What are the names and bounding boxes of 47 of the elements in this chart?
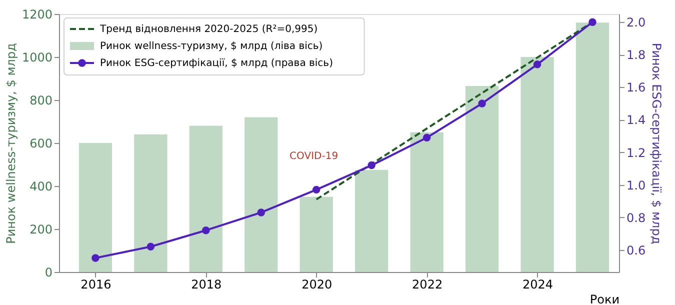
y2-axis-title: Ринок ESG-сертифікації, $ млрд — [650, 42, 664, 244]
y-tick-label: 600 — [30, 136, 52, 150]
y2-tick-label: 0.8 — [626, 210, 646, 225]
bar — [465, 86, 499, 272]
y-tick-label: 800 — [30, 94, 52, 108]
point — [146, 242, 155, 250]
point — [533, 60, 542, 68]
y2-tick-label: 2.0 — [626, 16, 646, 30]
x-tick-label: 2022 — [412, 278, 443, 292]
legend-label: Тренд відновлення 2020-2025 (R²=0,995) — [99, 24, 318, 35]
bar — [134, 134, 168, 272]
x-tick-label: 2018 — [191, 278, 222, 292]
legend-label: Ринок ESG-сертифікації, $ млрд (права вісь) — [100, 58, 334, 69]
bar — [520, 57, 554, 272]
y2-tick-label: 1.4 — [626, 113, 646, 128]
y2-tick-label: 0.6 — [626, 243, 646, 258]
bar — [244, 117, 278, 272]
y-tick-label: 0 — [44, 266, 52, 280]
annotation: COVID-19 — [290, 150, 338, 162]
y-tick-label: 400 — [30, 180, 52, 194]
bar — [300, 196, 333, 272]
bar — [576, 22, 610, 272]
bar — [410, 132, 444, 272]
y-tick-label: 1200 — [22, 8, 52, 22]
point — [368, 161, 376, 170]
y-tick-label: 1000 — [22, 50, 52, 64]
y-axis-title: Ринок wellness-туризму, $ млрд — [4, 43, 18, 244]
y2-tick-label: 1.8 — [626, 48, 646, 62]
point — [92, 254, 100, 262]
point — [312, 186, 320, 194]
y-tick-label: 200 — [30, 222, 52, 236]
bar — [78, 143, 112, 272]
bar — [189, 126, 222, 272]
y2-tick-label: 1.6 — [626, 80, 646, 95]
point — [257, 208, 266, 216]
legend-label: Ринок wellness-туризму, $ млрд (ліва вісь) — [100, 41, 323, 52]
point — [422, 134, 431, 142]
point — [588, 18, 596, 26]
x-tick-label: 2020 — [302, 278, 332, 292]
x-axis-title: Роки — [590, 292, 620, 305]
point — [202, 226, 210, 234]
bar — [355, 170, 388, 272]
x-tick-label: 2016 — [80, 278, 112, 292]
point — [478, 100, 486, 108]
y2-tick-label: 1.0 — [626, 178, 646, 192]
y2-tick-label: 1.2 — [626, 146, 646, 160]
x-tick-label: 2024 — [522, 278, 554, 292]
